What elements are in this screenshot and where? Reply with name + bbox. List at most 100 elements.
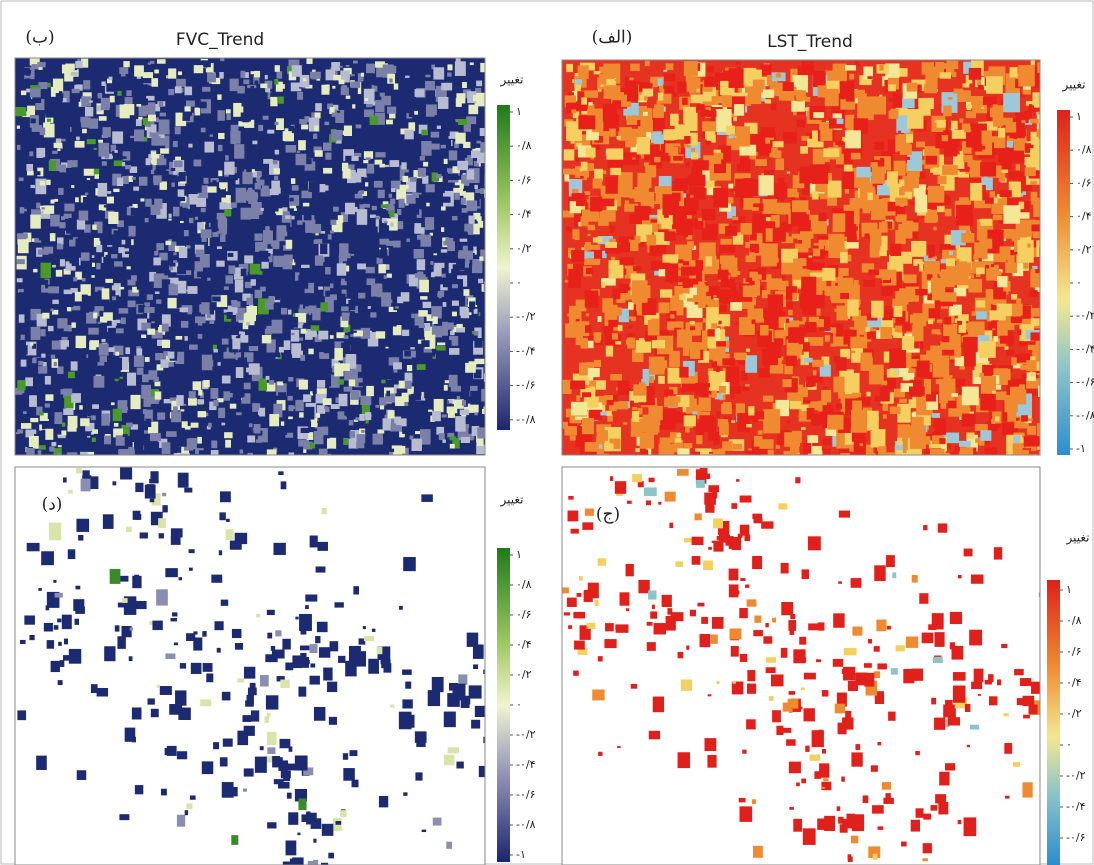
map-patch: [873, 854, 878, 860]
map-patch: [754, 436, 763, 447]
map-patch: [403, 792, 407, 795]
map-patch: [851, 351, 856, 353]
map-patch: [174, 134, 181, 140]
map-patch: [580, 176, 584, 179]
map-patch: [190, 340, 197, 345]
map-patch: [409, 69, 417, 77]
map-patch: [289, 317, 298, 328]
map-patch: [783, 132, 797, 144]
map-patch: [1023, 90, 1031, 95]
map-patch: [179, 577, 182, 580]
map-patch: [111, 254, 117, 258]
map-patch: [391, 181, 401, 188]
map-patch: [91, 684, 98, 693]
map-patch: [175, 690, 186, 705]
map-patch: [149, 479, 152, 483]
map-patch: [270, 97, 277, 106]
map-patch: [131, 208, 139, 215]
map-patch: [165, 653, 175, 659]
map-patch: [840, 349, 848, 357]
map-patch: [748, 449, 752, 451]
map-patch: [224, 286, 229, 289]
map-patch: [324, 199, 331, 204]
map-patch: [696, 435, 702, 444]
map-patch: [64, 290, 73, 294]
map-patch: [1003, 713, 1008, 716]
map-patch: [244, 383, 251, 389]
map-patch: [389, 279, 399, 286]
map-patch: [467, 169, 475, 179]
map-patch: [458, 674, 467, 684]
map-patch: [316, 413, 320, 418]
map-patch: [321, 85, 329, 95]
map-patch: [677, 469, 689, 476]
map-patch: [732, 682, 736, 684]
map-patch: [390, 222, 393, 226]
map-patch: [692, 412, 697, 415]
map-patch: [564, 149, 575, 160]
map-patch: [333, 75, 341, 81]
map-patch: [50, 215, 60, 227]
map-patch: [316, 566, 326, 572]
map-patch: [265, 226, 269, 232]
map-patch: [198, 334, 203, 339]
map-patch: [690, 321, 695, 324]
map-patch: [722, 441, 733, 451]
map-patch: [898, 131, 901, 133]
map-patch: [381, 204, 388, 208]
map-patch: [414, 392, 421, 400]
map-patch: [620, 592, 630, 605]
map-patch: [167, 298, 176, 309]
map-patch: [190, 224, 197, 231]
map-patch: [1017, 329, 1021, 335]
map-patch: [584, 90, 598, 97]
map-patch: [260, 746, 264, 750]
map-patch: [41, 263, 51, 278]
map-patch: [864, 663, 872, 668]
map-patch: [75, 141, 85, 148]
map-patch: [1000, 190, 1012, 197]
map-patch: [245, 375, 250, 378]
map-patch: [119, 308, 129, 313]
map-patch: [787, 421, 791, 423]
map-patch: [310, 676, 320, 685]
map-patch: [29, 436, 39, 449]
map-patch: [151, 709, 159, 717]
map-patch: [327, 438, 336, 449]
map-patch: [130, 395, 140, 409]
map-patch: [707, 336, 716, 348]
map-patch: [232, 338, 240, 349]
map-patch: [166, 81, 176, 86]
map-patch: [684, 538, 692, 542]
map-patch: [923, 525, 927, 530]
map: [562, 467, 1046, 865]
map-patch: [867, 331, 876, 339]
map-patch: [395, 306, 399, 308]
map-patch: [40, 329, 45, 336]
map-patch: [687, 298, 693, 302]
map-patch: [268, 393, 272, 399]
map-patch: [406, 195, 415, 204]
map-patch: [742, 386, 749, 391]
map-patch: [240, 449, 244, 453]
map-patch: [310, 663, 315, 667]
map-patch: [100, 356, 107, 362]
map-patch: [274, 122, 278, 125]
map-patch: [950, 642, 955, 649]
map-patch: [699, 415, 714, 431]
map: [562, 60, 1056, 473]
map-patch: [23, 411, 27, 414]
map-patch: [267, 822, 276, 828]
map-patch: [303, 78, 306, 81]
map-patch: [822, 438, 830, 444]
map-patch: [336, 294, 346, 306]
map-patch: [156, 589, 168, 605]
map-patch: [640, 433, 654, 449]
map-patch: [349, 431, 354, 438]
map-patch: [605, 242, 617, 248]
map-patch: [797, 120, 806, 128]
map-patch: [98, 322, 102, 324]
map-patch: [400, 446, 405, 454]
map-patch: [116, 328, 124, 333]
map-patch: [669, 523, 673, 528]
